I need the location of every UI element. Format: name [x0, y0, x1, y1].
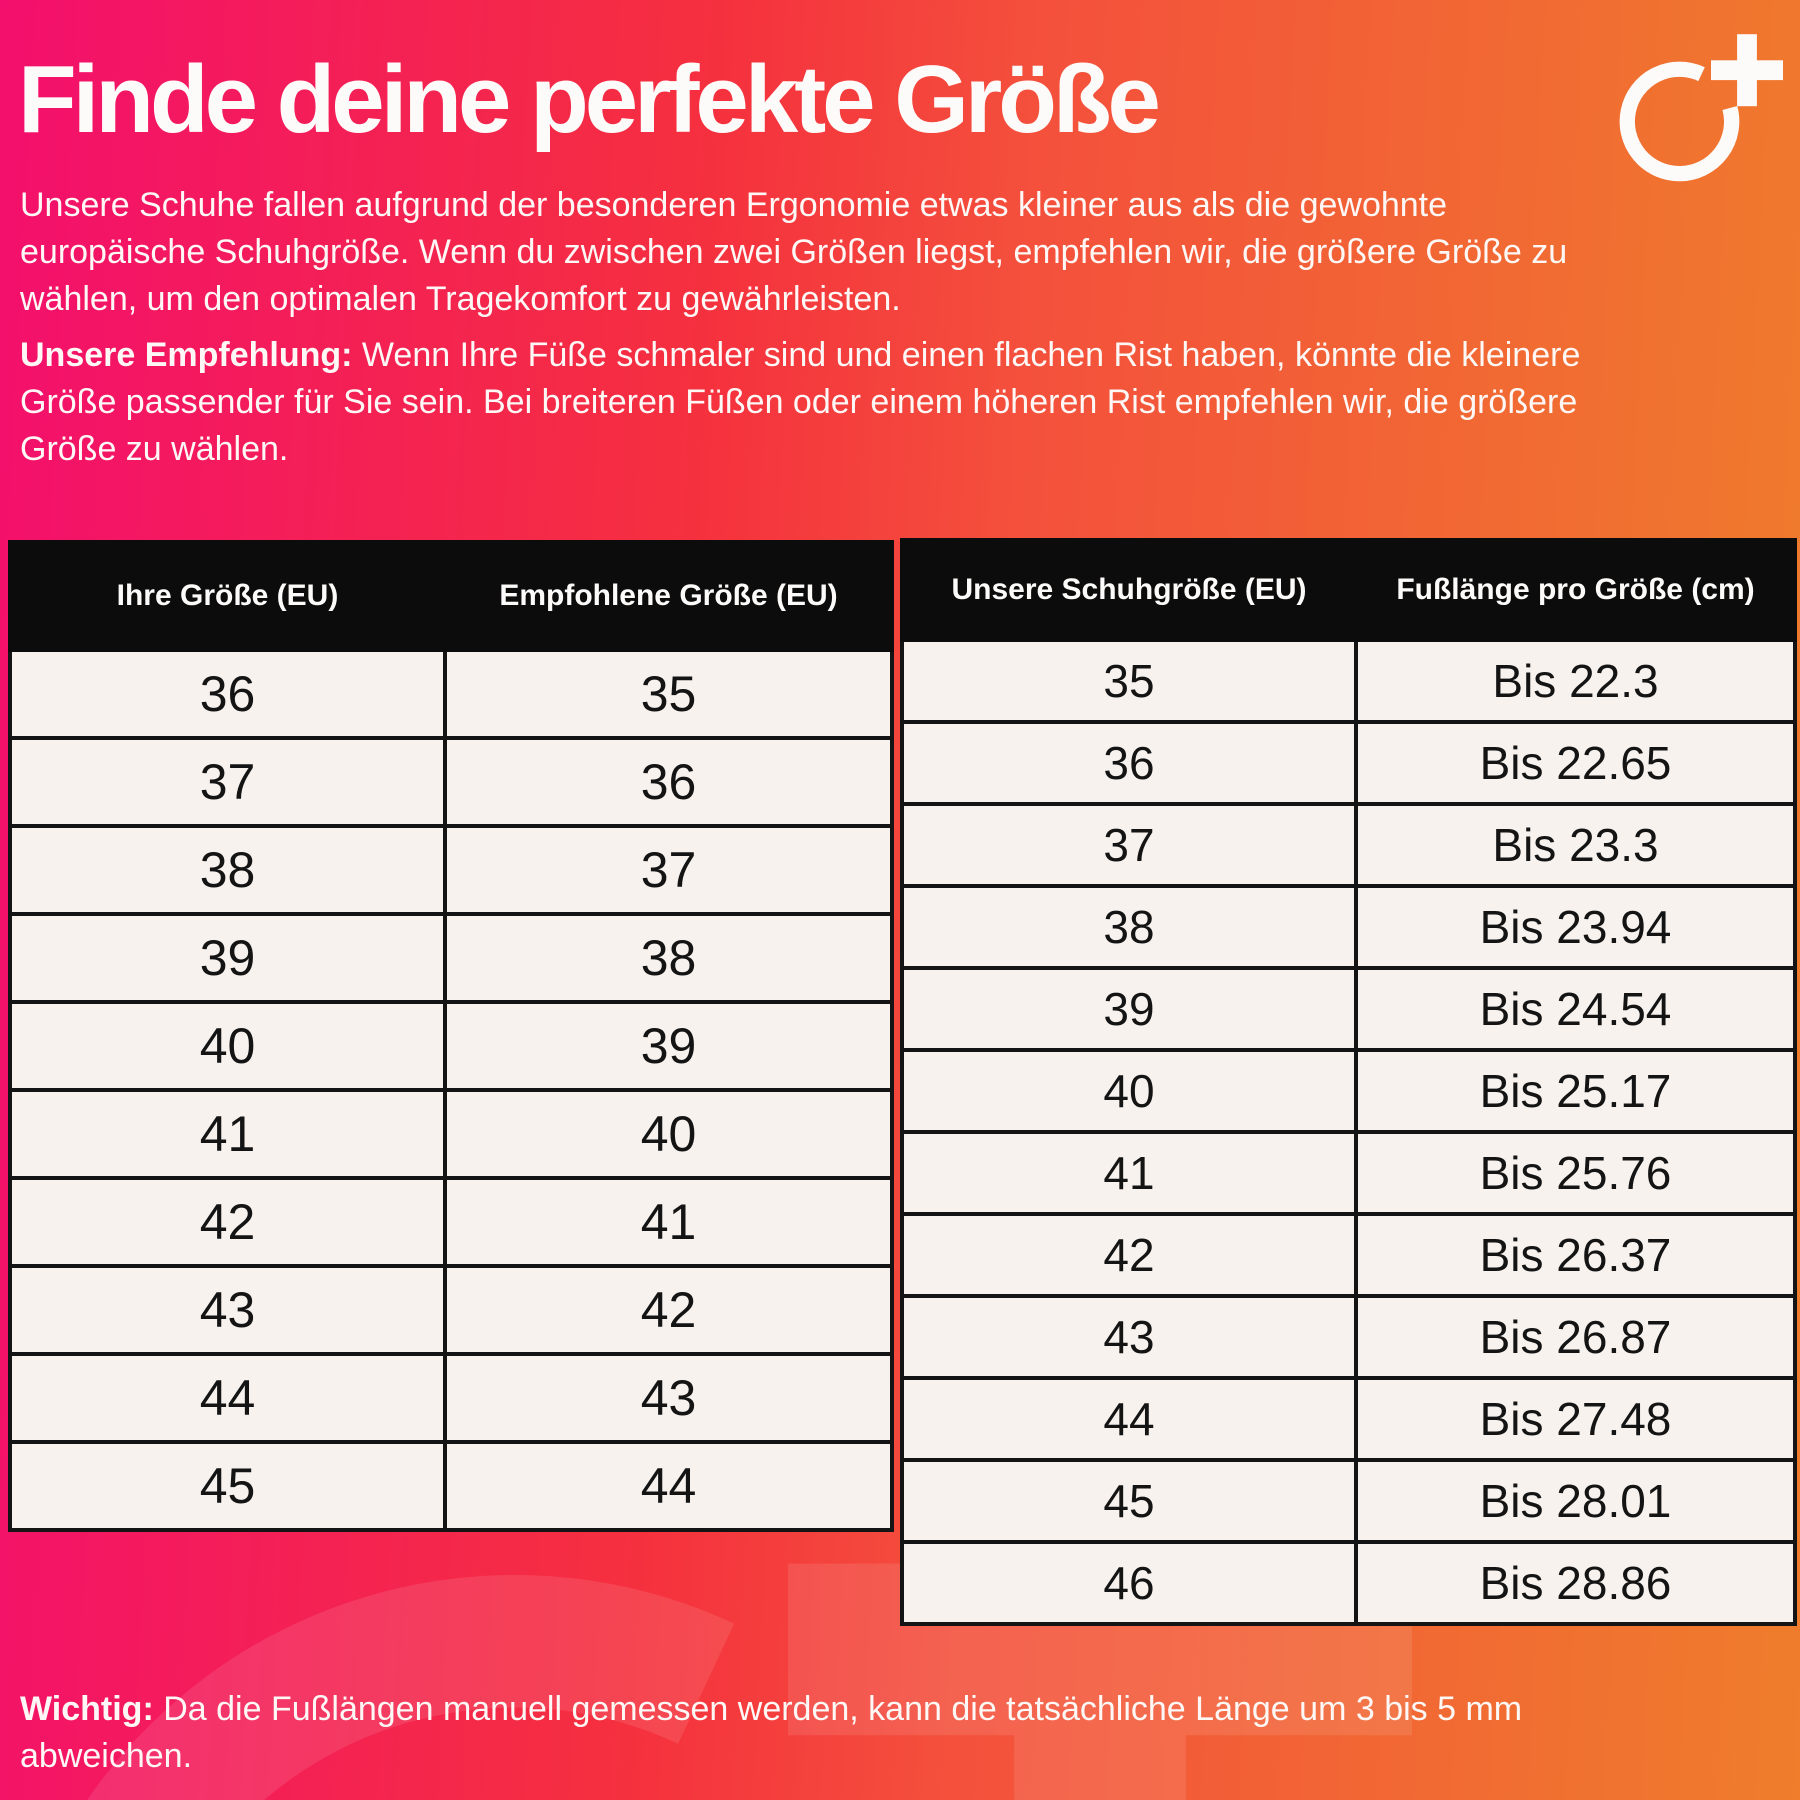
length-table-cell: Bis 23.3: [1354, 802, 1797, 888]
table-row: 40 39: [8, 1000, 894, 1092]
length-table-header-row: Unsere Schuhgröße (EU) Fußlänge pro Größ…: [900, 538, 1797, 642]
length-table-cell: Bis 28.01: [1354, 1458, 1797, 1544]
length-table-header-shoe-size: Unsere Schuhgröße (EU): [900, 538, 1358, 642]
table-row: 44 Bis 27.48: [900, 1376, 1797, 1462]
size-table-header-your-size: Ihre Größe (EU): [8, 540, 447, 652]
table-row: 46 Bis 28.86: [900, 1540, 1797, 1626]
size-table-cell: 37: [443, 824, 894, 916]
table-row: 36 35: [8, 648, 894, 740]
length-table-cell: 39: [900, 966, 1358, 1052]
size-table-cell: 38: [443, 912, 894, 1004]
table-row: 42 41: [8, 1176, 894, 1268]
table-row: 41 Bis 25.76: [900, 1130, 1797, 1216]
length-table-cell: 42: [900, 1212, 1358, 1298]
length-table-cell: 40: [900, 1048, 1358, 1134]
table-row: 36 Bis 22.65: [900, 720, 1797, 806]
length-table-cell: 35: [900, 638, 1358, 724]
foot-length-table: Unsere Schuhgröße (EU) Fußlänge pro Größ…: [900, 538, 1797, 1626]
table-row: 40 Bis 25.17: [900, 1048, 1797, 1134]
length-table-cell: Bis 28.86: [1354, 1540, 1797, 1626]
important-note: Wichtig: Da die Fußlängen manuell gemess…: [20, 1686, 1660, 1780]
length-table-cell: 36: [900, 720, 1358, 806]
o-plus-logo-icon: [1619, 34, 1783, 182]
length-table-cell: Bis 26.87: [1354, 1294, 1797, 1380]
recommendation-body: Wenn Ihre Füße schmaler sind und einen f…: [20, 336, 1581, 468]
size-table-cell: 38: [8, 824, 447, 916]
length-table-cell: Bis 24.54: [1354, 966, 1797, 1052]
intro-text: Unsere Schuhe fallen aufgrund der besond…: [20, 186, 1568, 318]
table-row: 41 40: [8, 1088, 894, 1180]
size-table-cell: 42: [443, 1264, 894, 1356]
size-conversion-table: Ihre Größe (EU) Empfohlene Größe (EU) 36…: [8, 540, 894, 1532]
size-table-header-recommended: Empfohlene Größe (EU): [443, 540, 894, 652]
length-table-cell: 44: [900, 1376, 1358, 1462]
length-table-cell: Bis 23.94: [1354, 884, 1797, 970]
size-table-cell: 39: [8, 912, 447, 1004]
important-note-label: Wichtig:: [20, 1690, 154, 1728]
size-table-cell: 40: [8, 1000, 447, 1092]
size-table-cell: 36: [8, 648, 447, 740]
table-row: 43 42: [8, 1264, 894, 1356]
recommendation-label: Unsere Empfehlung:: [20, 336, 353, 374]
length-table-cell: Bis 22.65: [1354, 720, 1797, 806]
size-table-cell: 42: [8, 1176, 447, 1268]
length-table-cell: 45: [900, 1458, 1358, 1544]
length-table-header-foot-length: Fußlänge pro Größe (cm): [1354, 538, 1797, 642]
length-table-cell: Bis 22.3: [1354, 638, 1797, 724]
size-table-cell: 44: [8, 1352, 447, 1444]
length-table-cell: 38: [900, 884, 1358, 970]
length-table-cell: 43: [900, 1294, 1358, 1380]
size-table-cell: 39: [443, 1000, 894, 1092]
length-table-cell: Bis 25.76: [1354, 1130, 1797, 1216]
table-row: 43 Bis 26.87: [900, 1294, 1797, 1380]
table-row: 42 Bis 26.37: [900, 1212, 1797, 1298]
table-row: 37 36: [8, 736, 894, 828]
size-table-cell: 41: [443, 1176, 894, 1268]
size-table-header-row: Ihre Größe (EU) Empfohlene Größe (EU): [8, 540, 894, 652]
length-table-cell: 37: [900, 802, 1358, 888]
table-row: 45 Bis 28.01: [900, 1458, 1797, 1544]
size-table-cell: 40: [443, 1088, 894, 1180]
table-row: 39 Bis 24.54: [900, 966, 1797, 1052]
size-table-cell: 44: [443, 1440, 894, 1532]
page-title: Finde deine perfekte Größe: [18, 46, 1161, 153]
recommendation-text: Unsere Empfehlung: Wenn Ihre Füße schmal…: [20, 332, 1595, 473]
size-table-cell: 41: [8, 1088, 447, 1180]
size-table-cell: 43: [8, 1264, 447, 1356]
length-table-cell: Bis 27.48: [1354, 1376, 1797, 1462]
size-table-cell: 45: [8, 1440, 447, 1532]
important-note-body: Da die Fußlängen manuell gemessen werden…: [20, 1690, 1523, 1775]
size-table-cell: 43: [443, 1352, 894, 1444]
table-row: 38 37: [8, 824, 894, 916]
length-table-cell: 46: [900, 1540, 1358, 1626]
size-table-cell: 37: [8, 736, 447, 828]
size-table-cell: 36: [443, 736, 894, 828]
table-row: 37 Bis 23.3: [900, 802, 1797, 888]
length-table-cell: Bis 26.37: [1354, 1212, 1797, 1298]
size-table-cell: 35: [443, 648, 894, 740]
table-row: 38 Bis 23.94: [900, 884, 1797, 970]
table-row: 39 38: [8, 912, 894, 1004]
length-table-cell: 41: [900, 1130, 1358, 1216]
table-row: 45 44: [8, 1440, 894, 1532]
table-row: 44 43: [8, 1352, 894, 1444]
length-table-cell: Bis 25.17: [1354, 1048, 1797, 1134]
table-row: 35 Bis 22.3: [900, 638, 1797, 724]
